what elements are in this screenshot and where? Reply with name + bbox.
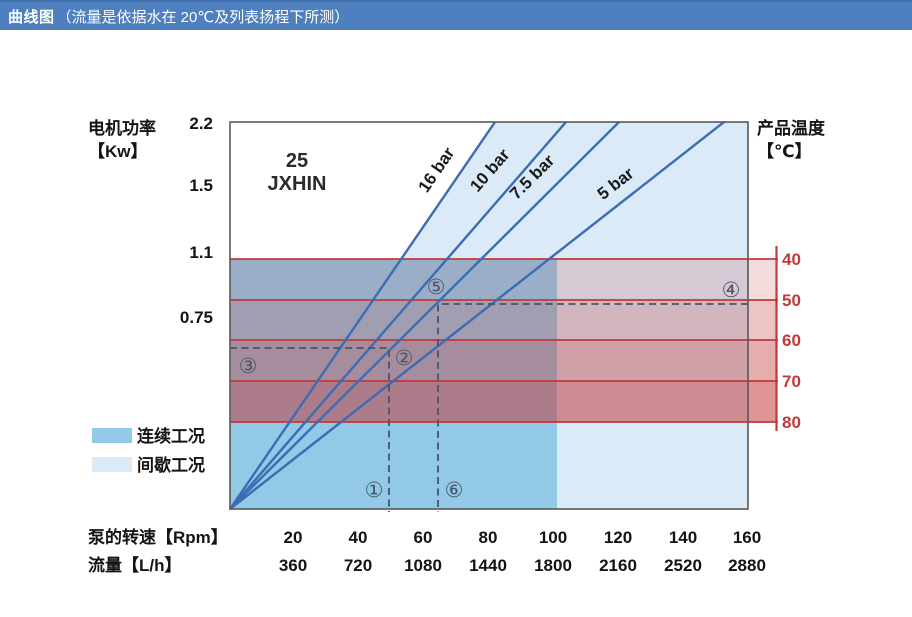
marker-4: ④	[722, 279, 741, 302]
flow-tick-2880: 2880	[728, 556, 766, 575]
page-title: 曲线图	[8, 8, 55, 26]
legend-swatch-continuous	[92, 428, 132, 443]
temp-band-60-70	[230, 340, 777, 381]
curve-5bar	[229, 121, 725, 510]
legend-swatch-intermittent	[92, 457, 132, 472]
speed-tick-120: 120	[604, 528, 632, 547]
flow-tick-2520: 2520	[664, 556, 702, 575]
marker-1: ①	[365, 479, 384, 502]
left-axis-title-line2: 【Kw】	[88, 141, 148, 161]
dashed-marker-line-2	[437, 303, 748, 512]
chart-frame	[229, 121, 749, 510]
marker-2: ②	[395, 347, 414, 370]
flow-tick-1440: 1440	[469, 556, 507, 575]
model-name: JXHIN	[268, 173, 327, 195]
temp-tick-70: 70	[782, 372, 801, 391]
flow-tick-360: 360	[279, 556, 307, 575]
temp-tick-50: 50	[782, 291, 801, 310]
curve-16bar	[229, 121, 496, 510]
legend-label-continuous: 连续工况	[137, 426, 205, 446]
temp-tick-80: 80	[782, 413, 801, 432]
speed-tick-100: 100	[539, 528, 567, 547]
speed-tick-60: 60	[414, 528, 433, 547]
legend-label-intermittent: 间歇工况	[137, 455, 205, 475]
marker-6: ⑥	[445, 479, 464, 502]
speed-tick-20: 20	[284, 528, 303, 547]
right-axis-title-line1: 产品温度	[757, 118, 826, 138]
page-subtitle: （流量是依据水在 20℃及列表扬程下所测）	[56, 8, 350, 26]
speed-tick-160: 160	[733, 528, 761, 547]
marker-3: ③	[239, 355, 258, 378]
x-axis-speed-label: 泵的转速【Rpm】	[88, 527, 228, 547]
curve-10bar	[229, 121, 567, 510]
curve-7-5bar	[229, 121, 620, 510]
dashed-marker-line-1	[230, 347, 390, 512]
temp-tick-40: 40	[782, 250, 801, 269]
temp-tick-60: 60	[782, 331, 801, 350]
model-number: 25	[286, 150, 308, 172]
temp-band-40-50	[230, 259, 777, 300]
x-axis-flow-label: 流量【L/h】	[88, 555, 182, 575]
power-tick-0-75: 0.75	[180, 308, 213, 327]
flow-tick-1800: 1800	[534, 556, 572, 575]
speed-tick-40: 40	[349, 528, 368, 547]
left-axis-title-line1: 电机功率	[88, 118, 156, 138]
speed-tick-80: 80	[479, 528, 498, 547]
title-bar: 曲线图 （流量是依据水在 20℃及列表扬程下所测）	[0, 0, 912, 30]
flow-tick-2160: 2160	[599, 556, 637, 575]
power-tick-1-5: 1.5	[189, 176, 213, 195]
flow-tick-1080: 1080	[404, 556, 442, 575]
temp-band-50-60	[230, 300, 777, 340]
speed-tick-140: 140	[669, 528, 697, 547]
marker-5: ⑤	[427, 276, 446, 299]
right-axis-title-line2: 【℃】	[757, 141, 812, 161]
power-tick-1-1: 1.1	[189, 243, 213, 262]
temp-band-70-80	[230, 381, 777, 422]
power-tick-2-2: 2.2	[189, 114, 213, 133]
flow-tick-720: 720	[344, 556, 372, 575]
